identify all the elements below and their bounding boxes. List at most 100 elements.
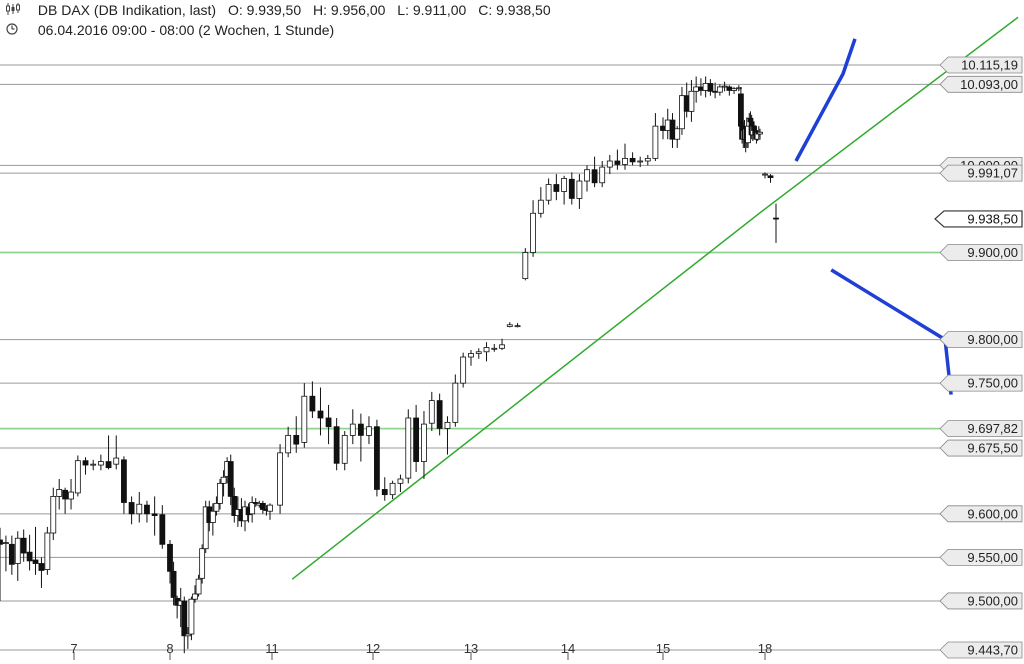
candle-body	[614, 160, 621, 165]
candle-body	[32, 559, 39, 564]
candle-body	[483, 347, 490, 353]
candle-body	[128, 502, 135, 515]
candle-body	[220, 476, 227, 484]
candle-body	[669, 119, 676, 140]
candle-body	[317, 410, 324, 419]
candle-body	[14, 537, 21, 564]
price-label-text: 9.900,00	[967, 245, 1018, 260]
price-label-box	[939, 331, 1023, 348]
candle-body	[38, 563, 45, 571]
candle-body	[389, 482, 396, 496]
price-label-text: 9.697,82	[967, 421, 1018, 436]
candle-body	[757, 131, 763, 135]
x-tick-label: 8	[166, 641, 173, 656]
candle-body	[209, 510, 216, 523]
candle-body	[622, 157, 628, 165]
candle-body	[475, 351, 482, 354]
candle-body	[702, 83, 709, 91]
x-tick-label: 13	[464, 641, 478, 656]
candle-body	[537, 199, 544, 214]
candle-body	[227, 461, 234, 497]
candle-body	[68, 491, 74, 500]
instrument-name: DB DAX (DB Indikation, last)	[37, 2, 217, 18]
candle-body	[561, 178, 568, 192]
candle-body	[0, 539, 3, 545]
price-label-box	[939, 56, 1023, 74]
candle-body	[726, 86, 733, 91]
candle-body	[506, 324, 513, 327]
candle-body	[121, 459, 127, 503]
candle-body	[468, 353, 474, 358]
candle-body	[159, 514, 166, 545]
candle-body	[514, 325, 521, 328]
price-level-highlight	[0, 250, 940, 254]
candle-body	[606, 160, 613, 168]
candle-body	[767, 175, 774, 178]
candle-body	[452, 382, 459, 423]
price-label-box	[939, 548, 1023, 566]
candle-body	[181, 600, 188, 637]
current-price-box	[934, 210, 1023, 228]
price-label-text: 9.991,07	[967, 166, 1018, 181]
candle-body	[357, 423, 364, 436]
candle-body	[136, 503, 143, 515]
candle-body	[333, 426, 340, 464]
price-label-text: 9.600,00	[967, 506, 1018, 521]
price-label-box	[939, 641, 1023, 659]
candle-body	[491, 347, 498, 350]
candle-body	[444, 421, 451, 429]
candle-body	[460, 356, 467, 384]
candle-body	[213, 502, 220, 512]
chart-header-period: 06.04.2016 09:00 - 08:00 (2 Wochen, 1 St…	[6, 22, 334, 38]
arrow-up	[794, 38, 857, 162]
candle-body	[3, 542, 9, 544]
candle-body	[277, 452, 283, 506]
candle-body	[195, 578, 202, 595]
high-value: H: 9.956,00	[313, 2, 386, 18]
trend-line	[291, 16, 1019, 580]
close-value: C: 9.938,50	[478, 2, 551, 18]
candle-body	[249, 502, 256, 515]
candle-body	[698, 86, 704, 91]
period-text: 06.04.2016 09:00 - 08:00 (2 Wochen, 1 St…	[37, 22, 335, 38]
candle-body	[584, 169, 590, 182]
price-level-highlight	[0, 427, 940, 431]
candle-body	[293, 435, 300, 445]
candle-body	[721, 85, 728, 88]
candle-body	[683, 95, 690, 112]
candle-body	[217, 482, 223, 504]
candle-body	[522, 252, 529, 280]
candle-body	[199, 548, 206, 579]
candle-body	[413, 417, 420, 462]
candle-body	[644, 157, 651, 162]
price-label-box	[939, 75, 1023, 93]
arrow-down	[830, 268, 953, 395]
price-label-text: 9.500,00	[967, 593, 1018, 608]
candle-body	[652, 125, 659, 159]
clock-icon	[6, 23, 22, 38]
candle-body	[202, 506, 209, 550]
candle-body	[553, 184, 560, 192]
candle-body	[773, 217, 779, 220]
candle-body	[674, 128, 681, 140]
candle-body	[151, 513, 158, 516]
candle-body	[499, 344, 505, 349]
candle-body	[679, 95, 685, 130]
price-label-box	[939, 420, 1023, 438]
candle-body	[397, 478, 404, 484]
candle-body	[693, 86, 700, 92]
candle-body	[188, 598, 195, 635]
candle-body	[762, 173, 768, 176]
candle-body	[436, 400, 443, 429]
candle-body	[62, 489, 69, 500]
candle-body	[421, 423, 427, 462]
candle-body	[545, 184, 552, 201]
candle-body	[664, 119, 671, 131]
candle-body	[325, 417, 332, 428]
price-label-box	[939, 592, 1023, 610]
candle-body	[737, 93, 744, 127]
candle-body	[285, 435, 292, 454]
candle-body	[568, 178, 575, 199]
candle-body	[707, 83, 714, 92]
